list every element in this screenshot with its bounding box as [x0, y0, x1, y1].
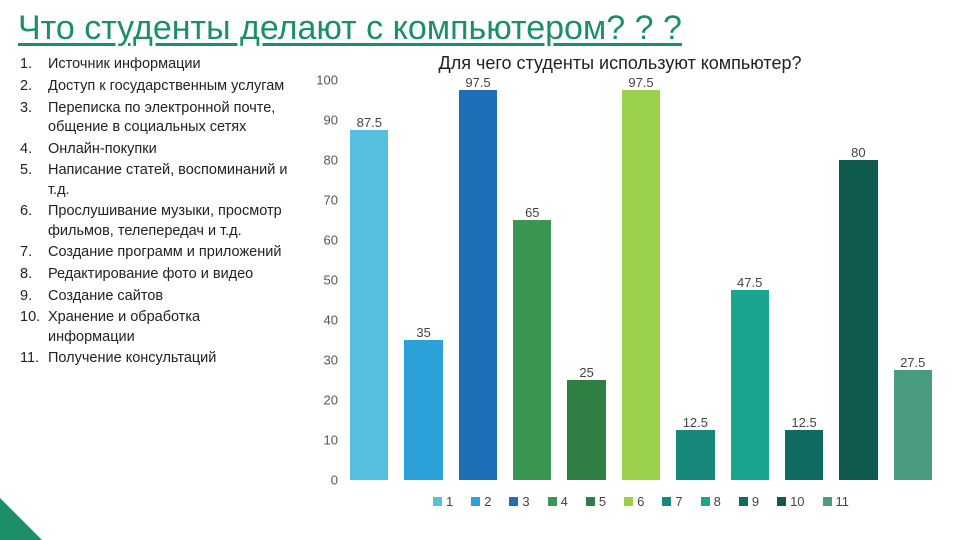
list-item: Хранение и обработка информации	[20, 308, 290, 347]
chart-title: Для чего студенты используют компьютер?	[300, 53, 940, 74]
bar-wrap: 80	[837, 80, 880, 480]
legend-swatch	[433, 497, 442, 506]
list-item: Создание сайтов	[20, 287, 290, 307]
legend-item: 6	[624, 494, 644, 509]
chart-plot-area: 0102030405060708090100 87.53597.5652597.…	[342, 80, 940, 480]
bar-value-label: 25	[565, 365, 608, 380]
bar	[731, 290, 769, 480]
legend-item: 8	[701, 494, 721, 509]
content-row: Источник информацииДоступ к государствен…	[0, 49, 960, 533]
list-item: Прослушивание музыки, просмотр фильмов, …	[20, 202, 290, 241]
bar-wrap: 27.5	[891, 80, 934, 480]
y-tick-label: 20	[302, 393, 338, 408]
bar	[622, 90, 660, 480]
y-tick-label: 90	[302, 113, 338, 128]
bar-value-label: 65	[511, 205, 554, 220]
legend-label: 4	[561, 494, 568, 509]
legend-swatch	[548, 497, 557, 506]
bar-wrap: 12.5	[674, 80, 717, 480]
chart-panel: Для чего студенты используют компьютер? …	[300, 49, 960, 533]
bar-wrap: 65	[511, 80, 554, 480]
legend-label: 1	[446, 494, 453, 509]
legend-swatch	[624, 497, 633, 506]
bar	[785, 430, 823, 480]
bar-wrap: 87.5	[348, 80, 391, 480]
legend-item: 5	[586, 494, 606, 509]
corner-decoration	[0, 498, 42, 540]
bar-value-label: 12.5	[674, 415, 717, 430]
y-tick-label: 0	[302, 473, 338, 488]
list-panel: Источник информацииДоступ к государствен…	[0, 49, 300, 533]
legend-label: 3	[522, 494, 529, 509]
legend-item: 3	[509, 494, 529, 509]
bar	[839, 160, 877, 480]
list-item: Редактирование фото и видео	[20, 265, 290, 285]
bar-value-label: 47.5	[728, 275, 771, 290]
legend-label: 7	[675, 494, 682, 509]
legend-item: 11	[823, 494, 850, 509]
legend-label: 11	[836, 494, 850, 509]
y-tick-label: 70	[302, 193, 338, 208]
legend-label: 10	[790, 494, 804, 509]
list-item: Источник информации	[20, 55, 290, 75]
legend-swatch	[509, 497, 518, 506]
legend-item: 9	[739, 494, 759, 509]
list-item: Создание программ и приложений	[20, 243, 290, 263]
bar-wrap: 97.5	[620, 80, 663, 480]
legend-swatch	[739, 497, 748, 506]
list-item: Переписка по электронной почте, общение …	[20, 99, 290, 138]
bar-value-label: 27.5	[891, 355, 934, 370]
legend-swatch	[662, 497, 671, 506]
legend-item: 4	[548, 494, 568, 509]
bar	[567, 380, 605, 480]
bar-wrap: 97.5	[457, 80, 500, 480]
legend-swatch	[777, 497, 786, 506]
legend-label: 2	[484, 494, 491, 509]
bar-value-label: 97.5	[457, 75, 500, 90]
y-tick-label: 100	[302, 73, 338, 88]
list-item: Онлайн-покупки	[20, 140, 290, 160]
bar-wrap: 25	[565, 80, 608, 480]
bar-wrap: 47.5	[728, 80, 771, 480]
y-tick-label: 50	[302, 273, 338, 288]
bar	[513, 220, 551, 480]
legend-label: 9	[752, 494, 759, 509]
bar-value-label: 97.5	[620, 75, 663, 90]
bar	[676, 430, 714, 480]
bar	[404, 340, 442, 480]
item-list: Источник информацииДоступ к государствен…	[20, 55, 290, 368]
y-tick-label: 80	[302, 153, 338, 168]
y-tick-label: 60	[302, 233, 338, 248]
legend-item: 10	[777, 494, 804, 509]
bar-value-label: 80	[837, 145, 880, 160]
y-tick-label: 30	[302, 353, 338, 368]
legend-label: 5	[599, 494, 606, 509]
legend-swatch	[471, 497, 480, 506]
legend-item: 1	[433, 494, 453, 509]
bar-wrap: 35	[402, 80, 445, 480]
bar	[894, 370, 932, 480]
legend-item: 2	[471, 494, 491, 509]
bar-value-label: 87.5	[348, 115, 391, 130]
y-tick-label: 10	[302, 433, 338, 448]
legend-swatch	[586, 497, 595, 506]
bar-value-label: 35	[402, 325, 445, 340]
legend-label: 8	[714, 494, 721, 509]
list-item: Написание статей, воспоминаний и т.д.	[20, 161, 290, 200]
y-tick-label: 40	[302, 313, 338, 328]
bar	[350, 130, 388, 480]
bar	[459, 90, 497, 480]
list-item: Доступ к государственным услугам	[20, 77, 290, 97]
page-title: Что студенты делают с компьютером? ? ?	[0, 0, 960, 49]
list-item: Получение консультаций	[20, 349, 290, 369]
bar-wrap: 12.5	[783, 80, 826, 480]
legend-label: 6	[637, 494, 644, 509]
legend-swatch	[823, 497, 832, 506]
chart-legend: 1 2 3 4 5 6 7 8 9 10 11	[300, 494, 940, 509]
bar-value-label: 12.5	[783, 415, 826, 430]
legend-item: 7	[662, 494, 682, 509]
legend-swatch	[701, 497, 710, 506]
